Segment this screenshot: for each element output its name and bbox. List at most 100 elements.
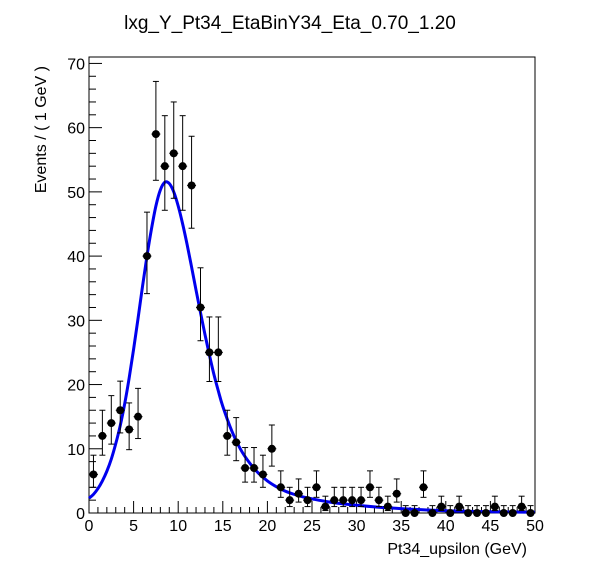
- y-axis: 0 10 20 30 40 50 60 70: [67, 56, 102, 523]
- data-point: [374, 486, 384, 508]
- data-marker: [160, 162, 169, 171]
- x-axis: 0 5 10 15 20 25 30 35 40 45 50: [85, 501, 544, 535]
- data-marker: [107, 419, 116, 428]
- data-marker: [98, 431, 107, 440]
- data-point: [526, 505, 535, 517]
- data-marker: [151, 130, 160, 139]
- data-marker: [187, 181, 196, 190]
- data-point: [160, 115, 170, 211]
- data-point: [285, 486, 295, 508]
- x-tick-label: 35: [392, 518, 410, 535]
- data-point: [151, 80, 161, 181]
- y-tick-label: 40: [67, 249, 85, 266]
- data-marker: [473, 509, 482, 517]
- data-point: [267, 424, 277, 467]
- x-tick-label: 10: [169, 518, 187, 535]
- data-points-layer: [89, 80, 535, 517]
- data-marker: [481, 509, 490, 517]
- data-point: [97, 409, 107, 456]
- data-point: [303, 486, 312, 508]
- data-point: [276, 470, 286, 498]
- data-point: [517, 495, 527, 512]
- data-marker: [89, 470, 98, 479]
- data-marker: [294, 489, 303, 498]
- data-marker: [267, 444, 276, 453]
- data-marker: [285, 496, 294, 505]
- data-marker: [365, 483, 374, 492]
- data-marker: [428, 509, 437, 517]
- data-point: [419, 470, 428, 498]
- data-point: [338, 486, 348, 508]
- x-tick-label: 5: [129, 518, 138, 535]
- data-point: [222, 409, 232, 456]
- data-point: [454, 495, 464, 512]
- data-marker: [303, 496, 312, 505]
- x-tick-label: 30: [348, 518, 366, 535]
- data-point: [124, 402, 134, 451]
- data-marker: [241, 464, 250, 473]
- data-marker: [455, 502, 464, 511]
- data-marker: [321, 502, 330, 511]
- data-marker: [125, 425, 134, 434]
- data-point: [169, 101, 179, 199]
- data-marker: [312, 483, 321, 492]
- data-marker: [383, 502, 392, 511]
- data-point: [213, 316, 223, 382]
- data-marker: [392, 489, 401, 498]
- x-tick-label: 45: [482, 518, 500, 535]
- data-point: [240, 447, 250, 483]
- x-axis-label: Pt34_upsilon (GeV): [387, 541, 527, 558]
- data-point: [294, 478, 304, 503]
- data-point: [401, 505, 411, 517]
- data-point: [320, 495, 330, 512]
- data-point: [472, 505, 482, 517]
- data-point: [427, 505, 437, 517]
- data-marker: [490, 502, 499, 511]
- data-marker: [169, 149, 178, 158]
- data-point: [356, 486, 366, 508]
- data-point: [187, 135, 197, 229]
- data-marker: [410, 509, 419, 517]
- data-marker: [330, 496, 339, 505]
- x-tick-label: 25: [303, 518, 321, 535]
- y-tick-label: 20: [67, 378, 85, 395]
- data-marker: [232, 438, 241, 447]
- y-tick-label: 0: [76, 506, 85, 523]
- y-tick-label: 50: [67, 185, 85, 202]
- x-tick-label: 40: [437, 518, 455, 535]
- data-point: [410, 505, 420, 517]
- data-point: [196, 267, 205, 342]
- y-tick-label: 30: [67, 313, 85, 330]
- data-marker: [526, 509, 535, 517]
- data-marker: [214, 348, 223, 357]
- data-point: [178, 115, 188, 211]
- data-point: [445, 505, 455, 517]
- data-marker: [250, 464, 259, 473]
- data-marker: [508, 509, 517, 517]
- data-marker: [437, 502, 446, 511]
- data-marker: [517, 502, 526, 511]
- data-point: [329, 486, 339, 508]
- data-marker: [258, 470, 267, 479]
- data-point: [258, 454, 268, 488]
- data-marker: [223, 431, 232, 440]
- data-marker: [134, 412, 143, 421]
- x-tick-label: 50: [526, 518, 544, 535]
- fit-curve-line: [88, 180, 536, 514]
- data-point: [312, 470, 321, 498]
- data-point: [481, 505, 491, 517]
- data-point: [106, 395, 116, 445]
- y-axis-label: Events / ( 1 GeV ): [33, 66, 50, 193]
- x-tick-label: 15: [214, 518, 232, 535]
- data-marker: [464, 509, 473, 517]
- x-tick-label: 20: [259, 518, 277, 535]
- data-point: [115, 380, 125, 434]
- data-point: [490, 495, 500, 512]
- data-point: [142, 211, 152, 295]
- fit-curve-layer: [88, 180, 536, 514]
- x-tick-label: 0: [85, 518, 94, 535]
- data-marker: [116, 406, 125, 415]
- data-marker: [374, 496, 383, 505]
- data-point: [508, 505, 518, 517]
- data-point: [133, 387, 143, 440]
